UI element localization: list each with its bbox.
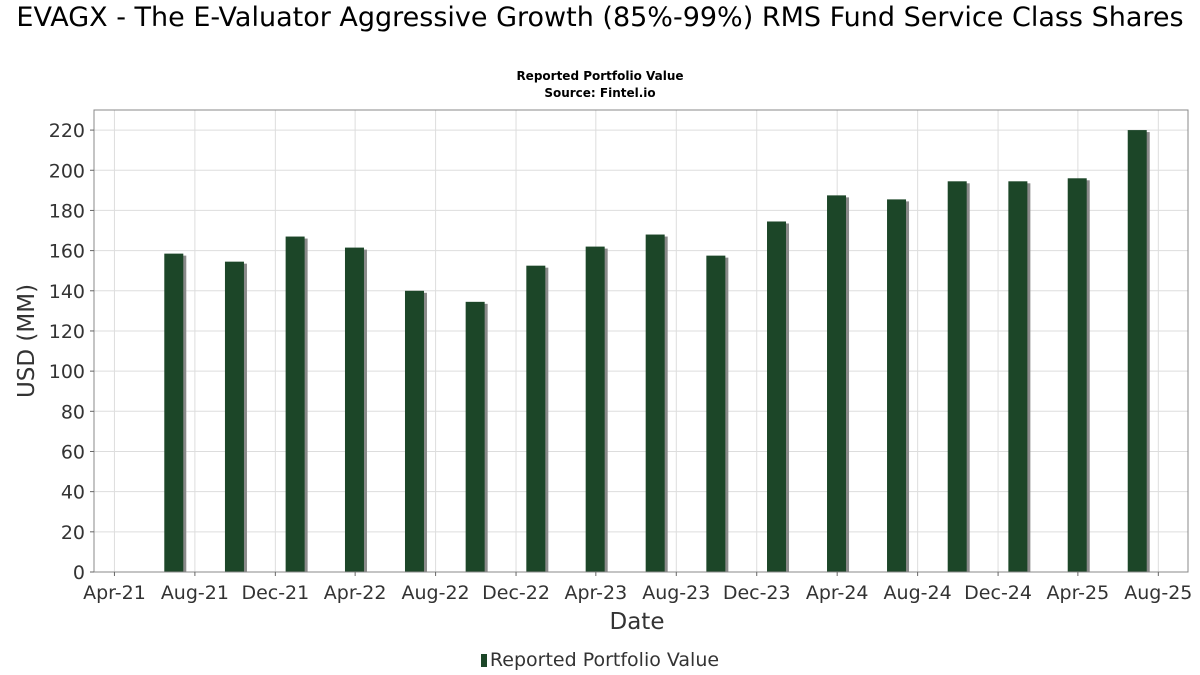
- y-tick-label: 60: [61, 441, 85, 463]
- x-tick-label: Apr-25: [1047, 582, 1110, 604]
- bar: [1127, 130, 1147, 572]
- bar: [947, 181, 967, 572]
- y-tick-label: 0: [73, 562, 85, 584]
- y-tick-label: 160: [49, 241, 85, 263]
- y-tick-label: 20: [61, 522, 85, 544]
- bar: [887, 199, 907, 572]
- bar: [404, 290, 424, 572]
- y-tick-label: 220: [49, 120, 85, 142]
- bar: [585, 246, 605, 572]
- x-tick-label: Aug-21: [161, 582, 229, 604]
- y-tick-label: 100: [49, 361, 85, 383]
- bar: [827, 195, 847, 572]
- y-tick-label: 40: [61, 482, 85, 504]
- chart-subtitle: Reported Portfolio Value: [516, 69, 684, 83]
- grid-lines: [94, 110, 1188, 573]
- bar-series: [164, 130, 1150, 573]
- y-axis: 0 20 40 60 80 100 120 140 160 180 200 220: [49, 120, 94, 584]
- y-tick-label: 140: [49, 281, 85, 303]
- bar: [767, 221, 787, 572]
- y-tick-label: 180: [49, 200, 85, 222]
- chart-title: EVAGX - The E-Valuator Aggressive Growth…: [16, 2, 1184, 33]
- x-tick-label: Dec-21: [241, 582, 309, 604]
- bar: [224, 261, 244, 572]
- bar: [1008, 181, 1028, 572]
- bar: [526, 265, 546, 572]
- x-tick-label: Aug-25: [1124, 582, 1192, 604]
- x-tick-label: Aug-24: [884, 582, 952, 604]
- x-tick-label: Apr-21: [83, 582, 146, 604]
- bar: [465, 301, 485, 572]
- bar: [706, 255, 726, 572]
- x-tick-label: Dec-24: [964, 582, 1032, 604]
- y-axis-label: USD (MM): [14, 284, 40, 398]
- y-tick-label: 80: [61, 401, 85, 423]
- y-tick-label: 120: [49, 321, 85, 343]
- bar: [344, 247, 364, 573]
- bar: [285, 236, 305, 572]
- x-tick-label: Aug-22: [402, 582, 470, 604]
- x-tick-label: Dec-22: [482, 582, 550, 604]
- x-tick-label: Aug-23: [642, 582, 710, 604]
- legend-swatch: [480, 654, 487, 667]
- plot-border: [93, 109, 1189, 573]
- bar: [1067, 178, 1087, 572]
- legend-label: Reported Portfolio Value: [489, 649, 720, 671]
- x-axis: Apr-21 Aug-21 Dec-21 Apr-22 Aug-22 Dec-22 Apr-…: [83, 572, 1192, 604]
- x-axis-label: Date: [610, 609, 665, 635]
- x-tick-label: Apr-24: [806, 582, 869, 604]
- bar: [645, 234, 665, 572]
- x-tick-label: Dec-23: [723, 582, 791, 604]
- y-tick-label: 200: [49, 160, 85, 182]
- x-tick-label: Apr-23: [564, 582, 627, 604]
- legend: Reported Portfolio Value: [0, 648, 1200, 672]
- bar: [164, 253, 184, 572]
- chart-source: Source: Fintel.io: [544, 86, 656, 100]
- x-tick-label: Apr-22: [324, 582, 387, 604]
